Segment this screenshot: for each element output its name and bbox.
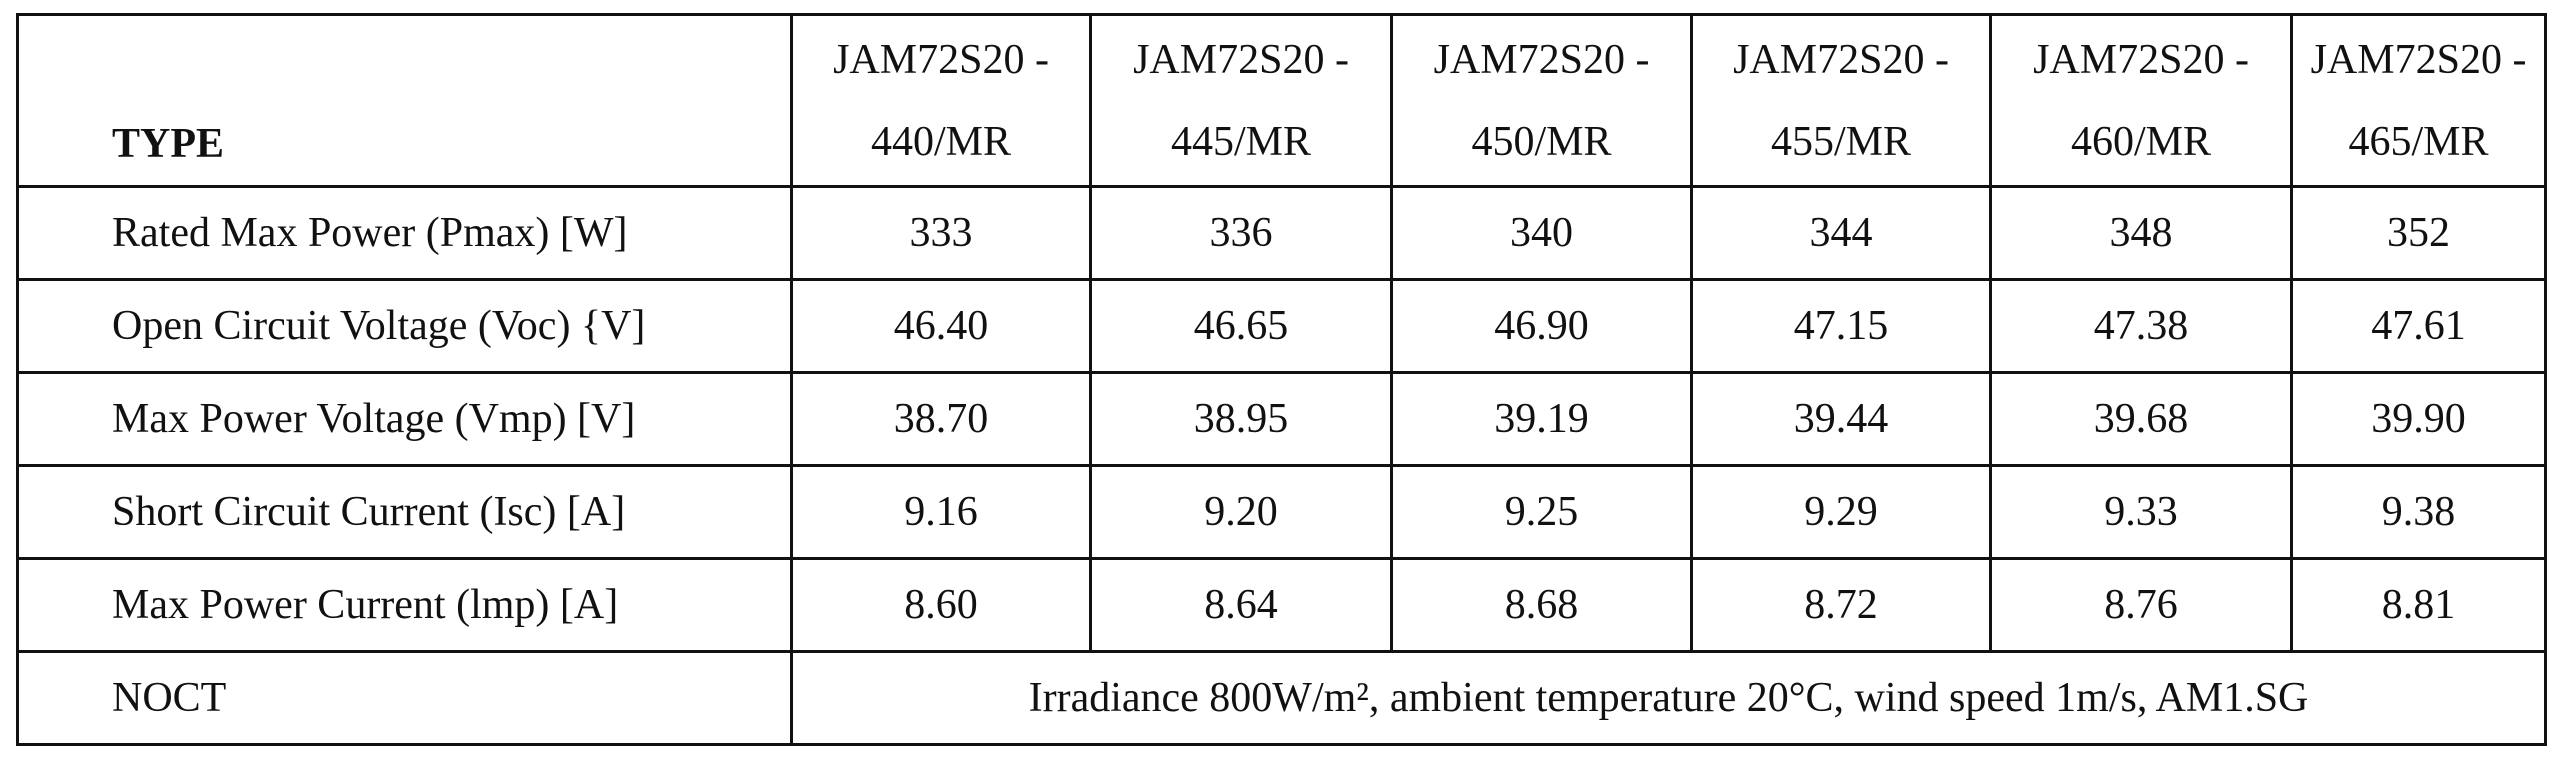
value-cell: 9.16 [790, 464, 1092, 560]
row-label: Max Power Current (lmp) [A] [16, 557, 793, 653]
value-cell: 46.90 [1390, 278, 1693, 374]
data-row: Max Power Current (lmp) [A] 8.60 8.64 8.68 8… [16, 557, 2547, 653]
value-cell: 8.81 [2290, 557, 2547, 653]
noct-value: Irradiance 800W/m², ambient temperature … [790, 650, 2547, 746]
header-cell: JAM72S20 - 460/MR [1989, 13, 2293, 188]
noct-row: NOCT Irradiance 800W/m², ambient temperat… [16, 650, 2547, 746]
row-label: Rated Max Power (Pmax) [W] [16, 185, 793, 281]
table-body: TYPE JAM72S20 - 440/MR JAM72S20 - 445/MR JA… [16, 13, 2547, 746]
data-row: Short Circuit Current (Isc) [A] 9.16 9.20 9… [16, 464, 2547, 560]
value-cell: 333 [790, 185, 1092, 281]
value-cell: 47.15 [1690, 278, 1992, 374]
value-cell: 38.95 [1089, 371, 1393, 467]
value-cell: 336 [1089, 185, 1393, 281]
value-cell: 39.90 [2290, 371, 2547, 467]
value-cell: 9.38 [2290, 464, 2547, 560]
header-cell: JAM72S20 - 440/MR [790, 13, 1092, 188]
data-row: Rated Max Power (Pmax) [W] 333 336 340 344 34… [16, 185, 2547, 281]
header-cell: JAM72S20 - 465/MR [2290, 13, 2547, 188]
value-cell: 47.38 [1989, 278, 2293, 374]
spec-table: TYPE JAM72S20 - 440/MR JAM72S20 - 445/MR JA… [16, 13, 2547, 746]
row-label: Open Circuit Voltage (Voc) {V] [16, 278, 793, 374]
value-cell: 348 [1989, 185, 2293, 281]
type-label: TYPE [16, 13, 793, 188]
data-row: Max Power Voltage (Vmp) [V] 38.70 38.95 39.… [16, 371, 2547, 467]
header-row: TYPE JAM72S20 - 440/MR JAM72S20 - 445/MR JA… [16, 13, 2547, 188]
data-row: Open Circuit Voltage (Voc) {V] 46.40 46.65… [16, 278, 2547, 374]
value-cell: 9.25 [1390, 464, 1693, 560]
value-cell: 8.76 [1989, 557, 2293, 653]
value-cell: 344 [1690, 185, 1992, 281]
value-cell: 39.68 [1989, 371, 2293, 467]
value-cell: 39.44 [1690, 371, 1992, 467]
value-cell: 38.70 [790, 371, 1092, 467]
value-cell: 47.61 [2290, 278, 2547, 374]
row-label: NOCT [16, 650, 793, 746]
table-wrapper: TYPE JAM72S20 - 440/MR JAM72S20 - 445/MR JA… [16, 13, 2547, 746]
value-cell: 46.40 [790, 278, 1092, 374]
value-cell: 8.64 [1089, 557, 1393, 653]
value-cell: 39.19 [1390, 371, 1693, 467]
header-cell: JAM72S20 - 450/MR [1390, 13, 1693, 188]
value-cell: 352 [2290, 185, 2547, 281]
header-cell: JAM72S20 - 455/MR [1690, 13, 1992, 188]
header-cell: JAM72S20 - 445/MR [1089, 13, 1393, 188]
value-cell: 9.20 [1089, 464, 1393, 560]
value-cell: 8.72 [1690, 557, 1992, 653]
value-cell: 340 [1390, 185, 1693, 281]
row-label: Short Circuit Current (Isc) [A] [16, 464, 793, 560]
value-cell: 8.60 [790, 557, 1092, 653]
value-cell: 9.29 [1690, 464, 1992, 560]
row-label: Max Power Voltage (Vmp) [V] [16, 371, 793, 467]
value-cell: 9.33 [1989, 464, 2293, 560]
value-cell: 8.68 [1390, 557, 1693, 653]
value-cell: 46.65 [1089, 278, 1393, 374]
